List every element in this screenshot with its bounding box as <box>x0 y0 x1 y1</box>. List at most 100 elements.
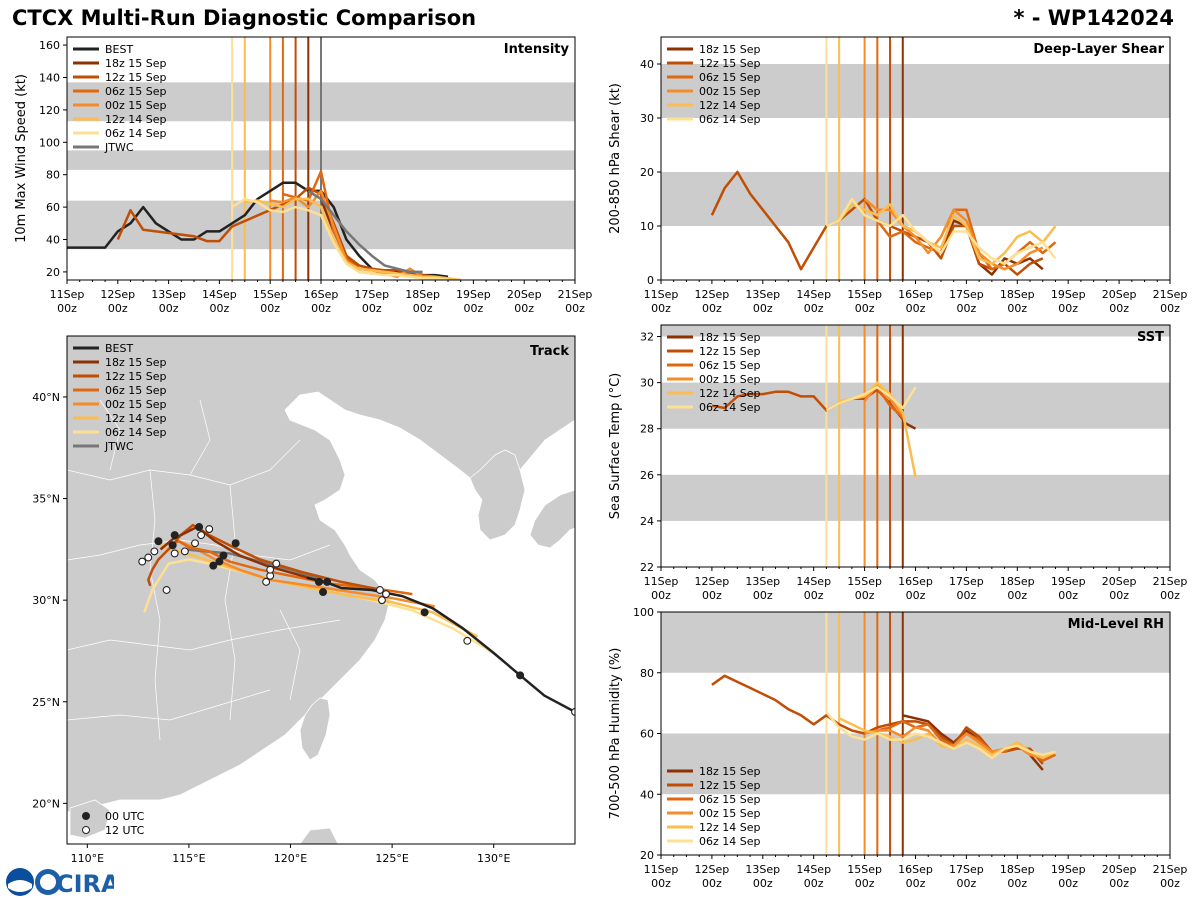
track-marker-00utc <box>168 541 177 550</box>
x-tick-label: 00z <box>1109 877 1129 890</box>
x-tick-label: 00z <box>1007 877 1027 890</box>
track-marker-12utc <box>197 531 206 540</box>
track-frame <box>66 335 576 845</box>
track-series <box>138 523 575 716</box>
x-tick-label: 00z <box>1109 302 1129 315</box>
track-marker-00utc <box>314 577 323 586</box>
track-marker-00utc <box>219 551 228 560</box>
track-marker-00utc <box>231 539 240 548</box>
sst-series <box>711 381 917 478</box>
intensity-line-12z-15-sep <box>116 186 436 279</box>
y-tick-label: 30 <box>640 112 654 125</box>
track-marker-12utc <box>144 553 153 562</box>
shear-title: Deep-Layer Shear <box>1033 42 1164 57</box>
x-tick-label: 16Sep <box>898 288 933 301</box>
track-y-tick-label: 35°N <box>32 493 60 506</box>
rh-band <box>661 612 1170 673</box>
x-tick-label: 14Sep <box>796 288 831 301</box>
x-tick-label: 00z <box>1160 877 1180 890</box>
x-tick-label: 00z <box>855 877 875 890</box>
legend-label: 06z 15 Sep <box>699 359 761 372</box>
x-tick-label: 15Sep <box>847 863 882 876</box>
x-tick-label: 16Sep <box>304 288 339 301</box>
legend-label: 06z 14 Sep <box>699 401 761 414</box>
x-tick-label: 00z <box>1160 589 1180 602</box>
y-tick-label: 120 <box>39 104 60 117</box>
rh-title: Mid-Level RH <box>1068 617 1164 632</box>
x-tick-label: 18Sep <box>1000 863 1035 876</box>
intensity-ylabel: 10m Max Wind Speed (kt) <box>14 74 29 243</box>
track-y-tick-label: 25°N <box>32 696 60 709</box>
legend-label: 00z 15 Sep <box>699 373 761 386</box>
track-marker-00utc <box>170 531 179 540</box>
shear-line-12z-14-sep <box>838 203 1057 266</box>
x-tick-label: 12Sep <box>100 288 135 301</box>
x-tick-label: 11Sep <box>50 288 85 301</box>
y-tick-label: 20 <box>640 849 654 862</box>
track-marker-12utc <box>205 525 214 533</box>
track-marker-12utc <box>262 577 271 586</box>
track-marker-00utc <box>516 671 525 680</box>
legend-label: 18z 15 Sep <box>105 57 167 70</box>
x-tick-label: 00z <box>210 302 230 315</box>
legend-label: 06z 14 Sep <box>699 835 761 848</box>
x-tick-label: 21Sep <box>558 288 593 301</box>
legend-label: 00z 15 Sep <box>105 398 167 411</box>
x-tick-label: 14Sep <box>202 288 237 301</box>
track-title: Track <box>530 344 569 359</box>
x-tick-label: 20Sep <box>1102 863 1137 876</box>
x-tick-label: 00z <box>1007 589 1027 602</box>
track-marker-12utc <box>191 539 199 548</box>
shear-ylabel: 200-850 hPa Shear (kt) <box>608 83 623 234</box>
x-tick-label: 00z <box>702 589 722 602</box>
track-line-12z-15-sep <box>147 523 383 592</box>
rh-line-06z-14-sep <box>825 711 1056 760</box>
x-tick-label: 00z <box>651 877 671 890</box>
legend-label: 06z 14 Sep <box>105 127 167 140</box>
x-tick-label: 19Sep <box>1051 288 1086 301</box>
sst-title: SST <box>1137 330 1164 345</box>
x-tick-label: 16Sep <box>898 863 933 876</box>
y-tick-label: 26 <box>640 469 654 482</box>
chart-track: 110°E 115°E 120°E 125°E 130°E 20°N 25°N 30°N 35°… <box>32 335 576 865</box>
chart-sst: 11Sep00z12Sep00z13Sep00z14Sep00z15Sep00z… <box>608 324 1187 602</box>
x-tick-label: 21Sep <box>1153 288 1188 301</box>
y-tick-label: 100 <box>633 606 654 619</box>
track-x-tick-label: 110°E <box>71 852 104 865</box>
x-tick-label: 14Sep <box>796 575 831 588</box>
y-tick-label: 28 <box>640 423 654 436</box>
legend-label: 18z 15 Sep <box>105 356 167 369</box>
shear-line-00z-15-sep <box>863 198 1044 271</box>
y-tick-label: 80 <box>640 667 654 680</box>
legend-label: 12z 15 Sep <box>699 779 761 792</box>
x-tick-label: 11Sep <box>644 288 679 301</box>
track-marker-12utc <box>180 547 189 556</box>
x-tick-label: 11Sep <box>644 863 679 876</box>
legend-label: 06z 15 Sep <box>105 85 167 98</box>
y-tick-label: 60 <box>46 201 60 214</box>
x-tick-label: 18Sep <box>1000 288 1035 301</box>
x-tick-label: 12Sep <box>695 575 730 588</box>
x-tick-label: 00z <box>702 877 722 890</box>
track-marker-00utc <box>154 537 163 546</box>
legend-label: 12z 15 Sep <box>105 370 167 383</box>
y-tick-label: 40 <box>640 788 654 801</box>
legend-label: 18z 15 Sep <box>699 331 761 344</box>
x-tick-label: 00z <box>1007 302 1027 315</box>
x-tick-label: 20Sep <box>1102 288 1137 301</box>
charts-layer: 11Sep00z12Sep00z13Sep00z14Sep00z15Sep00z… <box>14 36 1188 890</box>
legend-label: JTWC <box>104 440 134 453</box>
x-tick-label: 00z <box>464 302 484 315</box>
x-tick-label: 12Sep <box>695 863 730 876</box>
marker-legend-label: 00 UTC <box>105 810 145 823</box>
x-tick-label: 00z <box>957 302 977 315</box>
y-tick-label: 40 <box>640 58 654 71</box>
x-tick-label: 12Sep <box>695 288 730 301</box>
storm-id: * - WP142024 <box>1013 6 1174 30</box>
land-hainan <box>69 799 111 839</box>
intensity-series <box>67 170 461 280</box>
y-tick-label: 22 <box>640 561 654 574</box>
x-tick-label: 20Sep <box>1102 575 1137 588</box>
intensity-line-jtwc <box>307 189 423 274</box>
